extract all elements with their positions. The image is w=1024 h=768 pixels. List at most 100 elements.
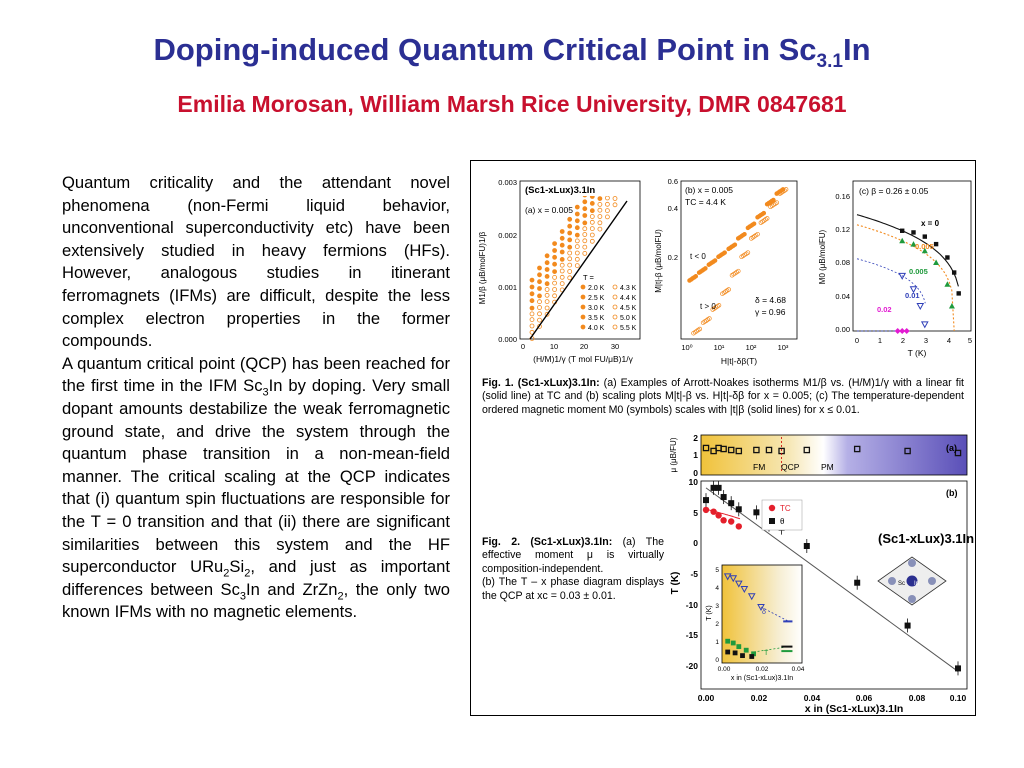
- data-point: [604, 201, 610, 207]
- data-point: [574, 263, 580, 268]
- data-point: [894, 328, 901, 334]
- data-point: [559, 257, 565, 262]
- data-point: [582, 238, 588, 244]
- data-point: [933, 241, 939, 247]
- scaling-point: [764, 216, 770, 221]
- data-point: [567, 230, 573, 236]
- fig2b-ylabel: T (K): [670, 572, 681, 595]
- tc-point: [715, 512, 722, 519]
- moment-point: [720, 445, 727, 453]
- qcp-label: QCP: [781, 462, 800, 472]
- svg-text:1: 1: [715, 639, 719, 646]
- moment-point: [735, 447, 743, 455]
- svg-text:δ: δ: [762, 609, 766, 616]
- scaling-point: [716, 303, 722, 308]
- data-point: [574, 256, 580, 262]
- legend-tc: TC: [780, 504, 791, 513]
- x-tick: 0.06: [856, 693, 873, 703]
- x-tick: 10²: [746, 343, 757, 352]
- inset-point: [729, 575, 738, 583]
- figure-box: (Sc1-xLux)3.1In (a) x = 0.005 0.003 0.00…: [470, 160, 976, 716]
- data-point: [559, 249, 565, 255]
- svg-text:T (K): T (K): [706, 605, 713, 620]
- x-tick: 0.00: [698, 693, 715, 703]
- x-tick: 30: [611, 342, 619, 351]
- data-point: [589, 219, 595, 225]
- data-point: [574, 250, 580, 256]
- data-point: [574, 244, 580, 249]
- legend-entry: 2.0 K: [588, 285, 605, 292]
- moment-point: [904, 447, 911, 455]
- inset-point: [740, 653, 745, 658]
- fig2a-ylabel: μ (μB/FU): [669, 437, 678, 472]
- x-tick: 0.04: [804, 693, 821, 703]
- y-tick: 0: [693, 468, 698, 478]
- data-point: [567, 237, 573, 243]
- data-point: [552, 269, 557, 274]
- x-tick: 2: [901, 336, 905, 345]
- data-point: [529, 298, 535, 304]
- theta-point: [720, 494, 727, 501]
- legend-marker: [612, 324, 618, 330]
- data-point: [537, 305, 542, 310]
- data-point: [559, 274, 565, 280]
- legend-entry: 4.4 K: [620, 295, 637, 302]
- data-point: [597, 226, 603, 232]
- data-point: [945, 255, 950, 260]
- data-point: [911, 230, 916, 235]
- crystal-structure-icon: In Sc: [877, 556, 947, 606]
- fit-curve: [856, 258, 926, 304]
- data-point: [537, 293, 542, 299]
- data-point: [559, 242, 565, 248]
- data-point: [529, 311, 535, 317]
- fig2b-label: (b): [946, 488, 958, 498]
- data-point: [544, 299, 550, 305]
- data-point: [589, 214, 595, 219]
- fig1a-plot: (Sc1-xLux)3.1In (a) x = 0.005 0.003 0.00…: [473, 173, 648, 373]
- scaling-point: [771, 197, 776, 203]
- y-tick: -10: [686, 600, 699, 610]
- data-point: [899, 237, 906, 244]
- data-point: [529, 317, 535, 323]
- y-tick: 0.002: [498, 231, 517, 240]
- legend-entry: 2.5 K: [588, 295, 605, 302]
- data-point: [552, 293, 557, 299]
- legend-marker: [580, 294, 586, 300]
- fig2b-compound: (Sc1-xLux)3.1In: [878, 531, 974, 546]
- legend-marker: [580, 324, 586, 330]
- x-tick: 0.10: [950, 693, 967, 703]
- data-point: [552, 287, 557, 292]
- fig1b-gamma: γ = 0.96: [755, 307, 786, 317]
- data-point: [604, 214, 610, 220]
- moment-point: [765, 446, 773, 454]
- data-point: [597, 214, 603, 219]
- data-point: [582, 206, 588, 212]
- fig1a-legend: T = 2.0 K 2.5 K 3.0 K 3.5 K 4.0 K 4.3 K 4.4 K 4…: [580, 273, 637, 332]
- series-label-0.01: 0.01: [905, 291, 920, 300]
- data-point: [567, 269, 573, 274]
- data-point: [537, 311, 542, 317]
- series-label-x0: x = 0: [921, 219, 940, 228]
- fit-curve: [856, 224, 955, 332]
- data-point: [956, 291, 961, 296]
- data-point: [574, 238, 580, 244]
- fig2b-legend: [761, 499, 803, 531]
- legend-entry: 4.3 K: [620, 285, 637, 292]
- data-point: [544, 260, 550, 266]
- data-point: [604, 208, 610, 213]
- scaling-point: [751, 221, 757, 226]
- legend-marker: [580, 304, 586, 310]
- fig2-plot: (a) FM QCP PM 2 1 0 μ (μB/FU) (b) TC θ (…: [666, 433, 974, 715]
- series-label-0.005b: 0.005: [909, 267, 928, 276]
- y-tick: 0.003: [498, 178, 517, 187]
- x-tick: 5: [968, 336, 972, 345]
- data-point: [544, 267, 550, 272]
- data-point: [544, 305, 550, 311]
- data-point: [537, 279, 542, 285]
- moment-point: [803, 446, 811, 454]
- svg-text:0.00: 0.00: [718, 666, 731, 673]
- data-point: [544, 253, 550, 259]
- data-point: [574, 218, 580, 224]
- data-point: [559, 281, 565, 286]
- data-point: [537, 272, 542, 278]
